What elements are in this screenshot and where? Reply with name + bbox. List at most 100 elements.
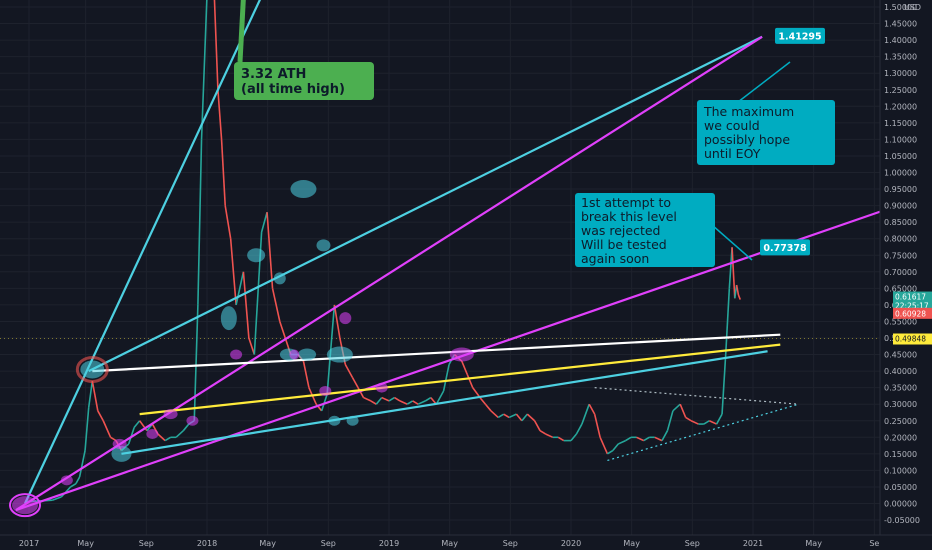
price-segment: [625, 436, 632, 442]
touch-cyan: [80, 360, 105, 379]
price-axis-background: [880, 0, 932, 550]
attempt-callout-line: Will be tested: [581, 237, 667, 252]
time-tick-label: 2020: [561, 539, 581, 548]
price-tick-label: 0.85000: [884, 218, 917, 227]
price-tick-label: 1.00000: [884, 169, 917, 178]
price-tick-label: 0.30000: [884, 400, 917, 409]
target-price-badge-text: 1.41295: [778, 31, 821, 42]
current-price-text: 0.61617: [895, 293, 926, 302]
price-segment: [461, 360, 468, 375]
price-tick-label: 0.80000: [884, 235, 917, 244]
price-segment: [406, 400, 414, 405]
price-segment: [157, 433, 166, 442]
chart-grid: [0, 0, 880, 535]
price-segment: [508, 413, 517, 419]
touch-magenta: [146, 428, 159, 439]
maximum-pointer: [737, 61, 791, 103]
price-segment: [220, 139, 226, 206]
price-segment: [539, 429, 546, 435]
price-segment: [735, 284, 740, 296]
yellow-price-text: 0.49848: [895, 335, 926, 344]
time-axis[interactable]: 2017 May Sep 2018 May Sep 2019 May Sep 2020 May Sep…: [0, 534, 932, 548]
price-segment: [70, 482, 77, 488]
price-segment: [724, 288, 731, 355]
price-segment: [612, 443, 619, 452]
time-tick-label: Sep: [321, 539, 336, 548]
touch-magenta-ring: [9, 493, 41, 518]
touch-magenta: [375, 382, 388, 393]
time-tick-label: 2021: [743, 539, 763, 548]
price-segment: [200, 0, 208, 140]
ath-callout-line: (all time high): [241, 82, 345, 97]
touch-magenta: [289, 349, 300, 360]
price-segment: [235, 271, 245, 306]
price-segment: [484, 403, 492, 412]
price-segment: [197, 139, 203, 305]
price-segment: [271, 288, 281, 322]
price-segment: [164, 436, 172, 442]
price-segment: [721, 354, 727, 415]
maximum-callout-line: The maximum: [703, 104, 794, 119]
price-segment: [588, 403, 596, 415]
time-tick-label: Sep: [503, 539, 518, 548]
price-tick-label: 0.35000: [884, 384, 917, 393]
price-segment: [375, 397, 383, 405]
price-segment: [685, 416, 692, 422]
price-segment: [351, 377, 359, 389]
price-segment: [381, 396, 390, 402]
price-segment: [617, 439, 626, 445]
price-segment: [606, 449, 614, 455]
price-segment: [78, 450, 86, 478]
price-segment: [52, 496, 62, 501]
attempt-callout: [575, 193, 715, 267]
price-segment: [424, 396, 432, 402]
touch-red-ring: [75, 355, 109, 383]
price-segment: [654, 436, 663, 442]
yellow-price-tag: [893, 333, 932, 345]
trendline-magenta-upper: [15, 35, 763, 512]
price-segment: [570, 433, 578, 442]
price-segment: [479, 397, 487, 405]
price-tick-label: 0.40000: [884, 367, 917, 376]
price-segment: [703, 420, 710, 425]
price-segment: [599, 436, 609, 455]
price-segment: [248, 337, 256, 355]
price-segment: [679, 403, 687, 418]
price-segment: [84, 407, 90, 451]
price-segment: [417, 400, 426, 405]
attempt-callout-line: 1st attempt to: [581, 195, 671, 210]
time-tick-label: 2018: [197, 539, 217, 548]
red-price-text: 0.60928: [895, 309, 926, 318]
time-tick-label: May: [441, 539, 458, 548]
touch-magenta: [186, 415, 199, 426]
price-segment: [217, 89, 223, 140]
touch-magenta: [449, 347, 474, 362]
price-segment: [515, 413, 523, 422]
price-segment: [593, 413, 601, 438]
triangle-lower: [607, 403, 799, 462]
price-tick-label: 1.45000: [884, 20, 917, 29]
rejected-price-badge-text: 0.77378: [763, 243, 807, 254]
price-segment: [737, 294, 742, 300]
price-tick-label: 0.05000: [884, 483, 917, 492]
touch-cyan: [346, 415, 359, 426]
touch-cyan: [316, 239, 331, 252]
price-axis[interactable]: 1.50000 1.45000 1.40000 1.35000 1.30000 1.250…: [879, 0, 932, 550]
attempt-callout-line: was rejected: [581, 223, 661, 238]
touch-cyan: [328, 415, 341, 426]
touch-magenta: [60, 475, 73, 486]
price-segment: [666, 410, 674, 431]
currency-label: USD: [904, 3, 921, 12]
price-segment: [91, 380, 99, 411]
touch-magenta: [112, 438, 127, 449]
price-tick-label: 0.00000: [884, 500, 917, 509]
touch-magenta: [163, 409, 178, 420]
price-tick-label: 1.15000: [884, 119, 917, 128]
price-tick-label: 0.15000: [884, 450, 917, 459]
price-tick-label: 1.20000: [884, 102, 917, 111]
touch-magenta: [230, 349, 243, 360]
price-tick-label: 1.25000: [884, 86, 917, 95]
price-segment: [133, 420, 141, 428]
